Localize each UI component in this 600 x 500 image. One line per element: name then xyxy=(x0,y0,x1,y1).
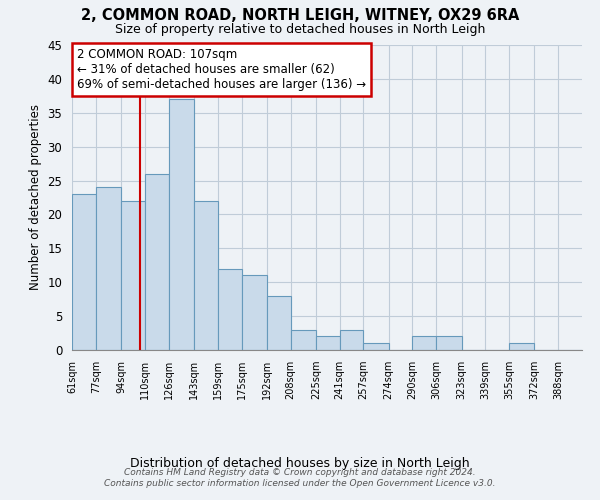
Text: 2, COMMON ROAD, NORTH LEIGH, WITNEY, OX29 6RA: 2, COMMON ROAD, NORTH LEIGH, WITNEY, OX2… xyxy=(81,8,519,22)
Bar xyxy=(436,336,461,350)
Bar xyxy=(96,188,121,350)
Bar xyxy=(509,343,535,350)
Bar xyxy=(364,343,389,350)
Text: Contains HM Land Registry data © Crown copyright and database right 2024.
Contai: Contains HM Land Registry data © Crown c… xyxy=(104,468,496,487)
Bar xyxy=(121,201,145,350)
Text: 2 COMMON ROAD: 107sqm
← 31% of detached houses are smaller (62)
69% of semi-deta: 2 COMMON ROAD: 107sqm ← 31% of detached … xyxy=(77,48,366,91)
Bar xyxy=(169,99,194,350)
Bar xyxy=(145,174,169,350)
Bar xyxy=(72,194,96,350)
Text: Size of property relative to detached houses in North Leigh: Size of property relative to detached ho… xyxy=(115,22,485,36)
Bar xyxy=(267,296,290,350)
Bar xyxy=(340,330,364,350)
Bar xyxy=(218,268,242,350)
Bar xyxy=(316,336,340,350)
Bar xyxy=(194,201,218,350)
Bar xyxy=(290,330,316,350)
Y-axis label: Number of detached properties: Number of detached properties xyxy=(29,104,42,290)
Bar xyxy=(412,336,436,350)
Bar xyxy=(242,276,267,350)
Text: Distribution of detached houses by size in North Leigh: Distribution of detached houses by size … xyxy=(130,458,470,470)
